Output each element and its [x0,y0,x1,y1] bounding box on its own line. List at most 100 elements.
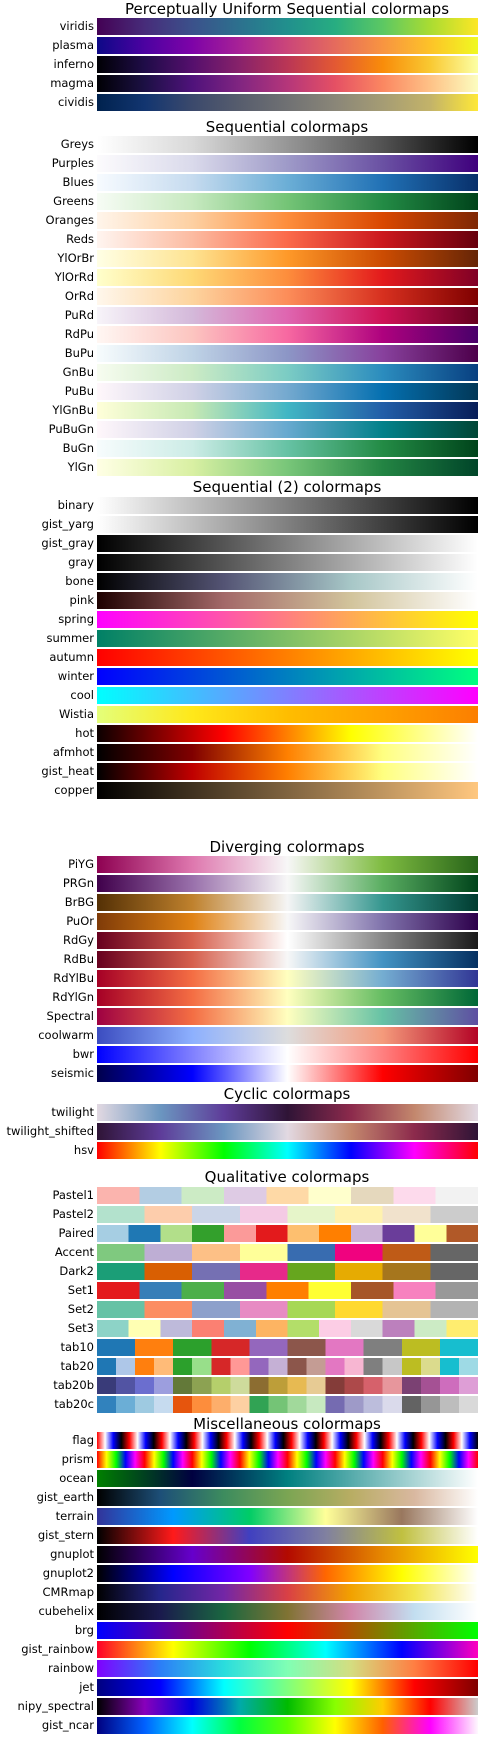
colormap-bar [97,1470,478,1487]
colormap-bar [97,1187,478,1204]
colormap-label: rainbow [48,1661,94,1675]
colormap-bar [97,1301,478,1318]
colormap-bar [97,345,478,362]
colormap-label: magma [50,76,94,90]
colormap-bar [97,1508,478,1525]
colormap-label: YlOrRd [54,270,94,284]
colormap-bar [97,1489,478,1506]
colormap-bar [97,1244,478,1261]
colormap-bar [97,1396,478,1413]
colormap-label: inferno [53,57,94,71]
colormap-label: plasma [52,38,94,52]
colormap-bar [97,269,478,286]
colormap-label: bone [65,574,94,588]
colormap-bar [97,383,478,400]
colormap-label: tab20c [54,1397,94,1411]
colormap-label: Blues [62,175,94,189]
colormap-label: Purples [51,156,94,170]
colormap-bar [97,1717,478,1734]
colormap-bar [97,250,478,267]
colormap-label: flag [72,1433,94,1447]
colormap-bar [97,1358,478,1375]
colormap-bar [97,1104,478,1121]
colormap-label: gist_heat [41,764,94,778]
colormap-bar [97,1377,478,1394]
colormap-bar [97,1320,478,1337]
colormap-label: gist_rainbow [21,1642,94,1656]
colormap-bar [97,1046,478,1063]
colormap-bar [97,136,478,153]
colormap-bar [97,1679,478,1696]
colormap-bar [97,174,478,191]
colormap-bar [97,212,478,229]
colormap-label: gist_earth [36,1490,94,1504]
colormap-bar [97,75,478,92]
colormap-label: PRGn [62,876,94,890]
colormap-label: Pastel1 [52,1188,94,1202]
colormap-label: BrBG [64,895,94,909]
colormap-label: YlGnBu [52,403,94,417]
colormap-label: hot [75,726,94,740]
colormap-bar [97,1282,478,1299]
colormap-label: PuBu [64,384,94,398]
colormap-bar [97,440,478,457]
colormap-bar [97,554,478,571]
colormap-label: afmhot [52,745,94,759]
group-title: Cyclic colormaps [223,1085,351,1103]
colormap-label: autumn [49,650,94,664]
colormap-label: winter [57,669,94,683]
colormap-label: Oranges [45,213,94,227]
colormap-bar [97,364,478,381]
colormap-bar [97,402,478,419]
colormap-bar [97,630,478,647]
colormap-label: binary [57,498,94,512]
colormap-bar [97,155,478,172]
colormap-label: cividis [57,95,94,109]
colormap-bar [97,1584,478,1601]
colormap-bar [97,611,478,628]
colormap-bar [97,1527,478,1544]
colormap-label: gnuplot [50,1547,94,1561]
group-title: Perceptually Uniform Sequential colormap… [124,0,450,18]
colormap-bar [97,459,478,476]
colormap-label: BuPu [64,346,94,360]
colormap-label: OrRd [64,289,94,303]
colormap-bar [97,1123,478,1140]
group-title: Qualitative colormaps [204,1168,370,1186]
colormap-bar [97,1206,478,1223]
colormap-bar [97,18,478,35]
colormap-label: RdYlGn [52,990,94,1004]
colormap-label: Spectral [46,1009,94,1023]
colormap-label: bwr [72,1047,94,1061]
colormap-label: tab20 [60,1359,95,1373]
colormap-bar [97,1263,478,1280]
colormap-bar [97,989,478,1006]
colormap-label: BuGn [62,441,94,455]
colormap-bar [97,1339,478,1356]
colormap-label: tab10 [60,1340,95,1354]
colormap-bar [97,668,478,685]
colormap-label: brg [74,1623,94,1637]
colormap-bar [97,326,478,343]
colormap-label: RdYlBu [53,971,94,985]
colormap-label: copper [54,783,94,797]
colormap-label: gnuplot2 [42,1566,94,1580]
colormap-label: PuOr [66,914,94,928]
colormap-label: Greys [60,137,94,151]
colormap-label: CMRmap [42,1585,95,1599]
colormap-label: pink [69,593,94,607]
colormap-label: prism [61,1452,94,1466]
colormap-bar [97,193,478,210]
colormap-label: twilight_shifted [6,1124,94,1138]
colormap-bar [97,56,478,73]
colormap-bar [97,1660,478,1677]
colormap-bar [97,421,478,438]
colormap-bar [97,763,478,780]
colormap-label: Set2 [67,1302,94,1316]
group-title: Miscellaneous colormaps [193,1415,381,1433]
colormap-bar [97,782,478,799]
colormap-label: tab20b [53,1378,94,1392]
colormap-label: cool [70,688,94,702]
colormap-label: Set1 [67,1283,94,1297]
colormap-label: Accent [54,1245,94,1259]
